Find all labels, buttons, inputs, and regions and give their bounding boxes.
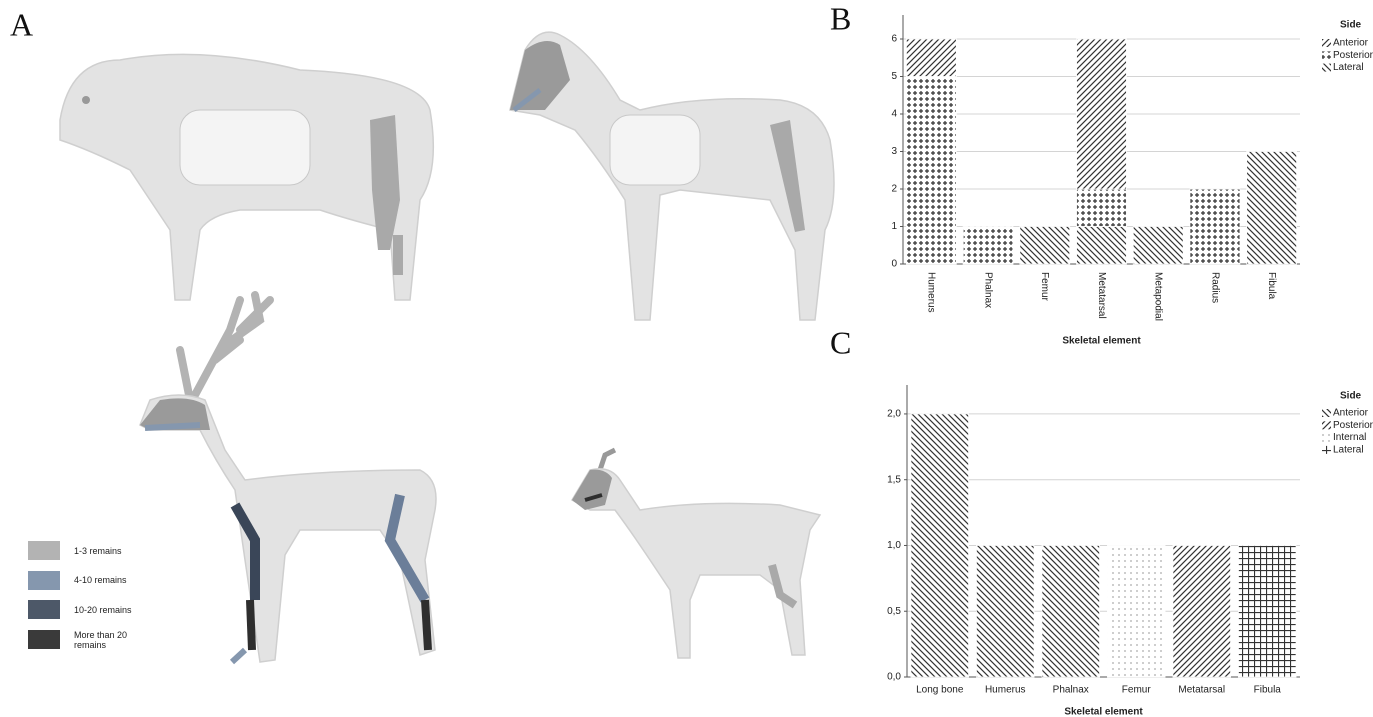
legend-swatch bbox=[1322, 421, 1331, 429]
horse-illustration bbox=[510, 32, 834, 320]
legend-swatch bbox=[28, 571, 60, 590]
bar-segment bbox=[1238, 545, 1296, 677]
bar-segment bbox=[1077, 39, 1127, 189]
legend-swatch bbox=[28, 600, 60, 619]
bar-segment bbox=[1020, 227, 1070, 265]
y-tick-label: 1,5 bbox=[887, 474, 901, 485]
y-tick-label: 1,0 bbox=[887, 540, 901, 551]
bar-segment bbox=[906, 77, 956, 265]
panel-label: C bbox=[830, 324, 851, 360]
legend-label: Internal bbox=[1333, 432, 1366, 443]
panel-label: A bbox=[10, 6, 33, 42]
legend-label: More than 20 remains bbox=[74, 630, 134, 650]
legend-entry: 10-20 remains bbox=[28, 600, 134, 619]
x-tick-label: Femur bbox=[1039, 272, 1050, 302]
bar-segment bbox=[1247, 152, 1297, 265]
y-tick-label: 6 bbox=[891, 34, 897, 45]
bar-segment bbox=[911, 414, 969, 677]
legend-swatch bbox=[1322, 446, 1331, 454]
x-tick-label: Metatarsal bbox=[1178, 685, 1225, 696]
legend-label: Anterior bbox=[1333, 408, 1369, 419]
legend-swatch bbox=[28, 630, 60, 649]
x-axis-title: Skeletal element bbox=[1064, 707, 1143, 717]
bison-illustration bbox=[60, 54, 433, 300]
legend-label: 4-10 remains bbox=[74, 575, 134, 585]
x-tick-label: Fibula bbox=[1254, 685, 1282, 696]
legend-label: Anterior bbox=[1333, 38, 1369, 49]
bar-segment bbox=[963, 227, 1013, 265]
bar-segment bbox=[1133, 227, 1183, 265]
x-tick-label: Phalnax bbox=[982, 272, 993, 308]
bar-segment bbox=[976, 545, 1034, 677]
deer-illustration bbox=[140, 295, 436, 662]
x-tick-label: Metatarsal bbox=[1096, 272, 1107, 319]
legend-label: Lateral bbox=[1333, 62, 1364, 73]
legend-swatch bbox=[28, 541, 60, 560]
legend-entry: 1-3 remains bbox=[28, 541, 134, 560]
x-tick-label: Long bone bbox=[916, 685, 964, 696]
legend-label: Posterior bbox=[1333, 420, 1373, 431]
y-tick-label: 0,5 bbox=[887, 606, 901, 617]
y-tick-label: 0,0 bbox=[887, 672, 901, 683]
legend-label: 10-20 remains bbox=[74, 605, 134, 615]
legend-swatch bbox=[1322, 409, 1331, 417]
legend-entry: More than 20 remains bbox=[28, 630, 134, 650]
bar-segment bbox=[1042, 545, 1100, 677]
x-axis-title: Skeletal element bbox=[1062, 336, 1141, 347]
x-tick-label: Femur bbox=[1122, 685, 1152, 696]
y-tick-label: 1 bbox=[891, 221, 897, 232]
bar-segment bbox=[1173, 545, 1231, 677]
legend-swatch bbox=[1322, 51, 1331, 59]
bar-segment bbox=[906, 39, 956, 77]
bar-segment bbox=[1107, 545, 1165, 677]
x-tick-label: Humerus bbox=[985, 685, 1026, 696]
y-tick-label: 4 bbox=[891, 109, 897, 120]
legend-swatch bbox=[1322, 434, 1331, 442]
bar-segment bbox=[1190, 189, 1240, 264]
figure: A B C 0 1 2 3 4 5 6 Humerus Phalnax Femur Metatars… bbox=[0, 0, 1373, 717]
x-tick-label: Phalnax bbox=[1053, 685, 1089, 696]
legend-swatch bbox=[1322, 39, 1331, 47]
goat-illustration bbox=[572, 450, 820, 658]
bar-segment bbox=[1077, 189, 1127, 227]
legend-swatch bbox=[1322, 64, 1331, 72]
x-tick-label: Fibula bbox=[1266, 272, 1277, 300]
x-tick-label: Radius bbox=[1209, 272, 1220, 303]
y-tick-label: 2 bbox=[891, 184, 897, 195]
figure-canvas: A B C 0 1 2 3 4 5 6 Humerus Phalnax Femur Metatars… bbox=[0, 0, 1373, 717]
legend-title: Side bbox=[1340, 391, 1362, 402]
panel-label: B bbox=[830, 0, 851, 36]
y-tick-label: 5 bbox=[891, 71, 897, 82]
x-tick-label: Metapodial bbox=[1153, 272, 1164, 321]
y-tick-label: 2,0 bbox=[887, 409, 901, 420]
legend-title: Side bbox=[1340, 20, 1362, 31]
y-tick-label: 0 bbox=[891, 259, 897, 270]
legend-label: Posterior bbox=[1333, 50, 1373, 61]
x-tick-label: Humerus bbox=[926, 272, 937, 313]
legend-entry: 4-10 remains bbox=[28, 571, 134, 590]
bar-segment bbox=[1077, 227, 1127, 265]
legend-label: 1-3 remains bbox=[74, 546, 134, 556]
y-tick-label: 3 bbox=[891, 146, 897, 157]
legend-label: Lateral bbox=[1333, 445, 1364, 456]
